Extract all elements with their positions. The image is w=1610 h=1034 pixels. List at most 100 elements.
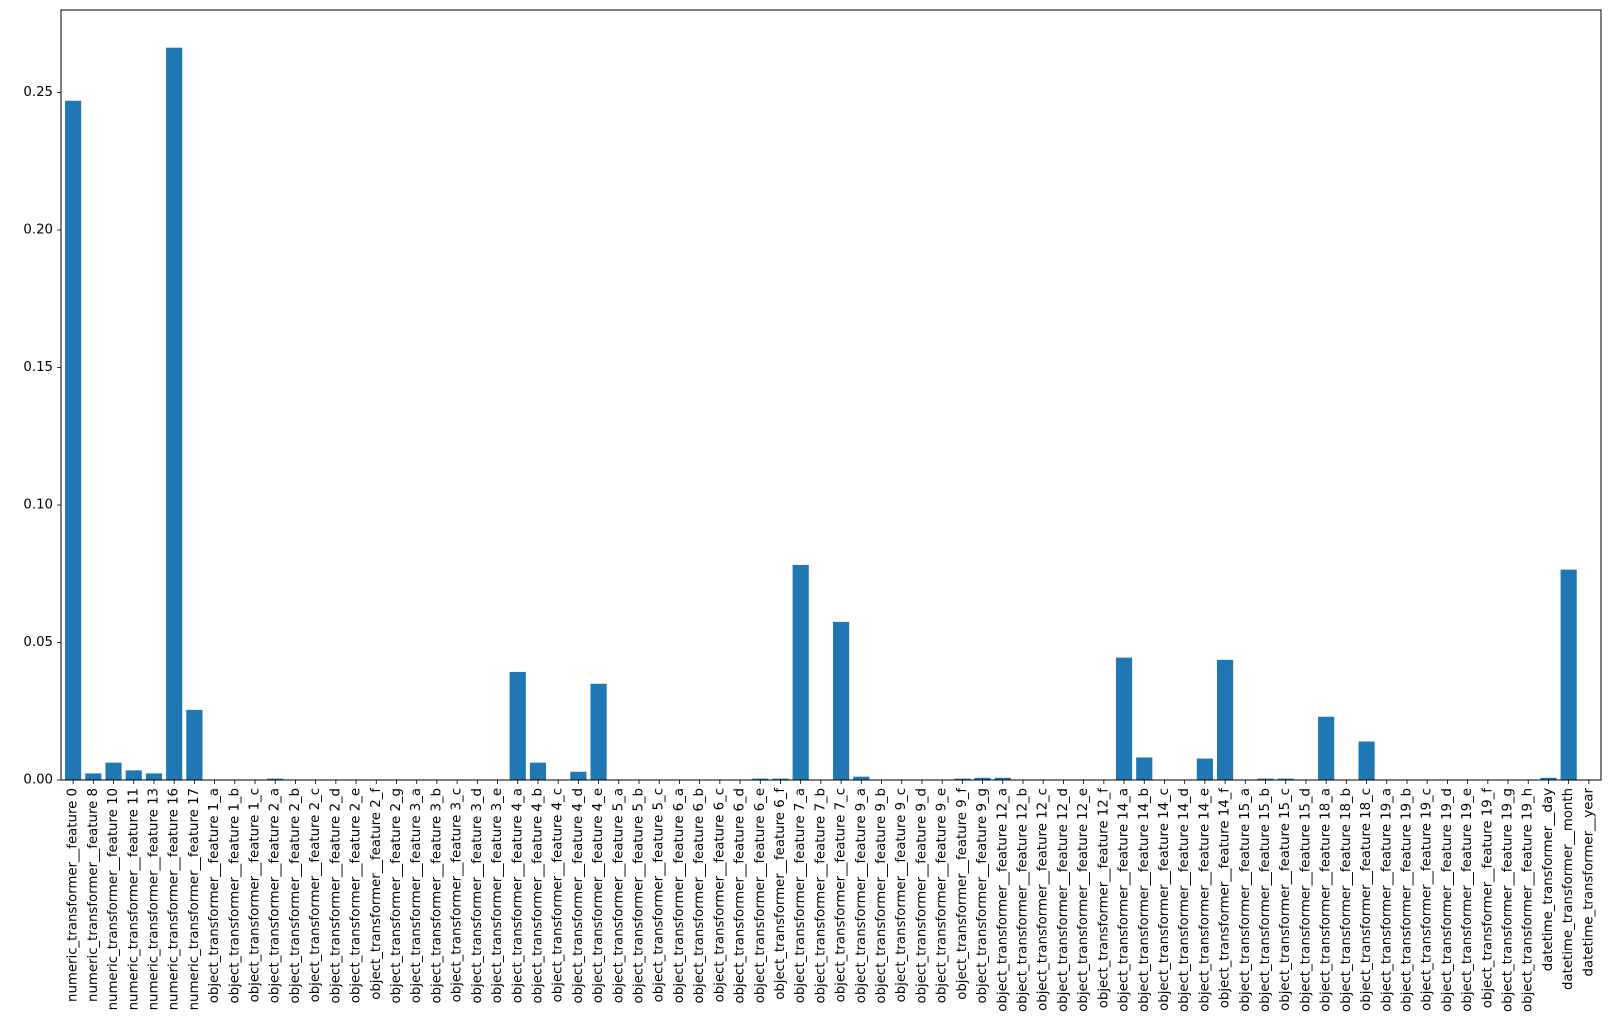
x-tick-label: object_transformer__feature 9_f — [955, 788, 970, 1000]
bar — [529, 762, 547, 780]
x-tick-label: datetime_transformer__year — [1581, 787, 1596, 976]
x-tick-label: object_transformer__feature 5_c — [652, 788, 667, 1002]
x-tick-label: object_transformer__feature 2_a — [268, 788, 283, 1003]
y-tick-label: 0.15 — [23, 360, 53, 375]
bar — [125, 770, 142, 781]
x-tick-label: object_transformer__feature 2_d — [328, 788, 343, 1004]
x-tick-label: object_transformer__feature 3_e — [490, 788, 505, 1003]
x-tick-label: object_transformer__feature 19_c — [1420, 788, 1435, 1011]
x-tick-label: object_transformer__feature 14_c — [1157, 788, 1172, 1011]
bar — [833, 621, 850, 781]
bar — [85, 773, 102, 780]
y-tick-label: 0.25 — [23, 85, 53, 100]
x-tick-label: object_transformer__feature 12_b — [1015, 788, 1030, 1012]
x-tick-label: object_transformer__feature 5_b — [632, 788, 647, 1004]
bar — [1115, 657, 1133, 781]
x-tick-label: object_transformer__feature 15_b — [1258, 788, 1273, 1012]
bar — [1257, 778, 1274, 781]
bar — [772, 778, 789, 781]
x-tick-label: datetime_transformer__day — [1541, 788, 1556, 971]
x-tick-label: object_transformer__feature 6_c — [712, 788, 727, 1002]
bar — [1217, 659, 1234, 780]
x-tick-label: object_transformer__feature 6_b — [692, 788, 707, 1004]
x-tick-label: object_transformer__feature 6_e — [753, 788, 768, 1003]
x-tick-label: object_transformer__feature 15_d — [1298, 788, 1313, 1012]
x-tick-label: object_transformer__feature 1_a — [207, 788, 222, 1003]
x-tick-label: object_transformer__feature 1_c — [248, 788, 263, 1002]
bar — [1277, 778, 1294, 781]
x-tick-label: object_transformer__feature 2_f — [369, 788, 384, 1000]
x-tick-label: datetime_transformer__month — [1561, 788, 1576, 990]
x-tick-label: object_transformer__feature 2_b — [288, 788, 303, 1004]
x-tick-label: object_transformer__feature 9_e — [935, 788, 950, 1003]
x-tick-label: object_transformer__feature 15_a — [1238, 788, 1253, 1012]
x-tick-label: object_transformer__feature 12_e — [1076, 788, 1091, 1012]
x-tick-label: object_transformer__feature 15_c — [1278, 788, 1293, 1011]
x-tick-label: object_transformer__feature 7_a — [793, 788, 808, 1003]
x-tick-label: object_transformer__feature 9_g — [975, 788, 990, 1004]
bar — [65, 100, 82, 780]
bar — [145, 773, 163, 780]
x-tick-label: numeric_transformer__feature 8 — [86, 788, 101, 1002]
x-tick-label: object_transformer__feature 14_a — [1117, 788, 1132, 1012]
bar — [1136, 757, 1153, 780]
x-tick-label: numeric_transformer__feature 11 — [126, 788, 141, 1010]
x-tick-label: object_transformer__feature 19_h — [1521, 788, 1536, 1012]
x-axis: numeric_transformer__feature 0 numeric_tr… — [66, 780, 1596, 1012]
x-tick-label: object_transformer__feature 19_g — [1501, 788, 1516, 1012]
x-tick-label: object_transformer__feature 4_c — [551, 788, 566, 1002]
x-tick-label: object_transformer__feature 14_d — [1177, 788, 1192, 1012]
x-tick-label: object_transformer__feature 4_e — [591, 788, 606, 1003]
x-tick-label: object_transformer__feature 9_b — [874, 788, 889, 1004]
x-tick-label: object_transformer__feature 6_d — [733, 788, 748, 1004]
x-tick-label: object_transformer__feature 5_a — [611, 788, 626, 1003]
x-tick-label: object_transformer__feature 4_b — [530, 788, 545, 1004]
x-tick-label: object_transformer__feature 14_e — [1197, 788, 1212, 1012]
x-tick-label: object_transformer__feature 7_c — [834, 788, 849, 1002]
bar — [105, 762, 122, 780]
x-tick-label: object_transformer__feature 12_d — [1056, 788, 1071, 1012]
x-tick-label: object_transformer__feature 12_c — [1036, 788, 1051, 1011]
bar — [954, 778, 971, 781]
x-tick-label: object_transformer__feature 9_c — [894, 788, 909, 1002]
x-tick-label: object_transformer__feature 3_b — [429, 788, 444, 1004]
x-tick-label: object_transformer__feature 3_d — [470, 788, 485, 1004]
x-tick-label: object_transformer__feature 2_c — [308, 788, 323, 1002]
x-tick-label: numeric_transformer__feature 0 — [66, 788, 81, 1002]
bar — [1318, 716, 1335, 780]
x-tick-label: object_transformer__feature 19_b — [1399, 788, 1414, 1012]
x-tick-label: object_transformer__feature 2_g — [389, 788, 404, 1004]
x-tick-label: object_transformer__feature 14_f — [1218, 788, 1233, 1009]
x-tick-label: numeric_transformer__feature 16 — [167, 788, 182, 1010]
x-tick-label: object_transformer__feature 9_a — [854, 788, 869, 1003]
x-tick-label: object_transformer__feature 6_f — [773, 788, 788, 1000]
y-axis: 0.00 0.05 0.10 0.15 0.20 0.25 — [23, 85, 61, 788]
x-tick-label: object_transformer__feature 19_e — [1460, 788, 1475, 1012]
bar — [752, 778, 769, 781]
x-tick-label: object_transformer__feature 6_a — [672, 788, 687, 1003]
bar — [1358, 741, 1375, 780]
bar — [1560, 569, 1577, 781]
y-tick-label: 0.05 — [23, 635, 53, 650]
x-tick-label: object_transformer__feature 19_a — [1379, 788, 1394, 1012]
bars — [65, 47, 1577, 781]
x-tick-label: object_transformer__feature 4_d — [571, 788, 586, 1004]
x-tick-label: object_transformer__feature 4_a — [510, 788, 525, 1003]
bar — [570, 771, 587, 780]
bar — [1540, 777, 1557, 780]
y-tick-label: 0.20 — [23, 223, 53, 238]
x-tick-label: object_transformer__feature 1_b — [227, 788, 242, 1004]
plot-frame — [60, 9, 1602, 781]
x-tick-label: numeric_transformer__feature 17 — [187, 788, 202, 1010]
bar — [1196, 758, 1213, 780]
x-tick-label: object_transformer__feature 9_d — [914, 788, 929, 1004]
x-tick-label: object_transformer__feature 3_c — [450, 788, 465, 1002]
x-tick-label: numeric_transformer__feature 13 — [146, 788, 161, 1010]
x-tick-label: numeric_transformer__feature 10 — [106, 788, 121, 1010]
bar — [853, 776, 870, 780]
x-tick-label: object_transformer__feature 12_f — [1096, 788, 1111, 1009]
x-tick-label: object_transformer__feature 18_a — [1319, 788, 1334, 1012]
bar — [792, 564, 809, 780]
x-tick-label: object_transformer__feature 12_a — [995, 788, 1010, 1012]
